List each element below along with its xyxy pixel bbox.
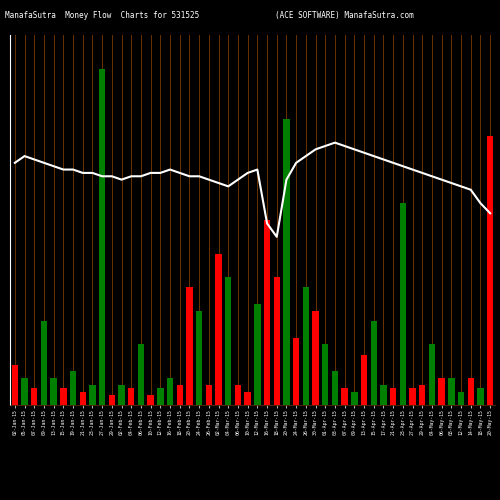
Bar — [361, 354, 367, 405]
Bar — [302, 288, 309, 405]
Bar — [99, 68, 105, 405]
Bar — [274, 277, 280, 405]
Bar — [206, 385, 212, 405]
Text: ManafaSutra  Money Flow  Charts for 531525: ManafaSutra Money Flow Charts for 531525 — [5, 11, 199, 20]
Bar — [41, 321, 47, 405]
Text: (ACE SOFTWARE) ManafaSutra.com: (ACE SOFTWARE) ManafaSutra.com — [275, 11, 414, 20]
Bar — [60, 388, 66, 405]
Bar — [128, 388, 134, 405]
Bar — [244, 392, 251, 405]
Bar — [157, 388, 164, 405]
Bar — [390, 388, 396, 405]
Bar — [70, 372, 76, 405]
Bar — [167, 378, 173, 405]
Bar — [254, 304, 260, 405]
Bar — [438, 378, 445, 405]
Bar — [351, 392, 358, 405]
Bar — [410, 388, 416, 405]
Bar — [332, 372, 338, 405]
Bar — [196, 311, 202, 405]
Bar — [186, 288, 192, 405]
Bar — [400, 203, 406, 405]
Bar — [80, 392, 86, 405]
Bar — [312, 311, 318, 405]
Bar — [419, 385, 426, 405]
Bar — [487, 136, 494, 405]
Bar — [284, 119, 290, 405]
Bar — [380, 385, 386, 405]
Bar — [429, 344, 435, 405]
Bar — [370, 321, 377, 405]
Bar — [148, 395, 154, 405]
Bar — [458, 392, 464, 405]
Bar — [118, 385, 124, 405]
Bar — [50, 378, 57, 405]
Bar — [322, 344, 328, 405]
Bar — [478, 388, 484, 405]
Bar — [31, 388, 38, 405]
Bar — [216, 254, 222, 405]
Bar — [342, 388, 348, 405]
Bar — [293, 338, 300, 405]
Bar — [138, 344, 144, 405]
Bar — [22, 378, 28, 405]
Bar — [12, 364, 18, 405]
Bar — [264, 220, 270, 405]
Bar — [90, 385, 96, 405]
Bar — [468, 378, 474, 405]
Bar — [176, 385, 183, 405]
Bar — [448, 378, 454, 405]
Bar — [235, 385, 241, 405]
Bar — [108, 395, 115, 405]
Bar — [225, 277, 232, 405]
